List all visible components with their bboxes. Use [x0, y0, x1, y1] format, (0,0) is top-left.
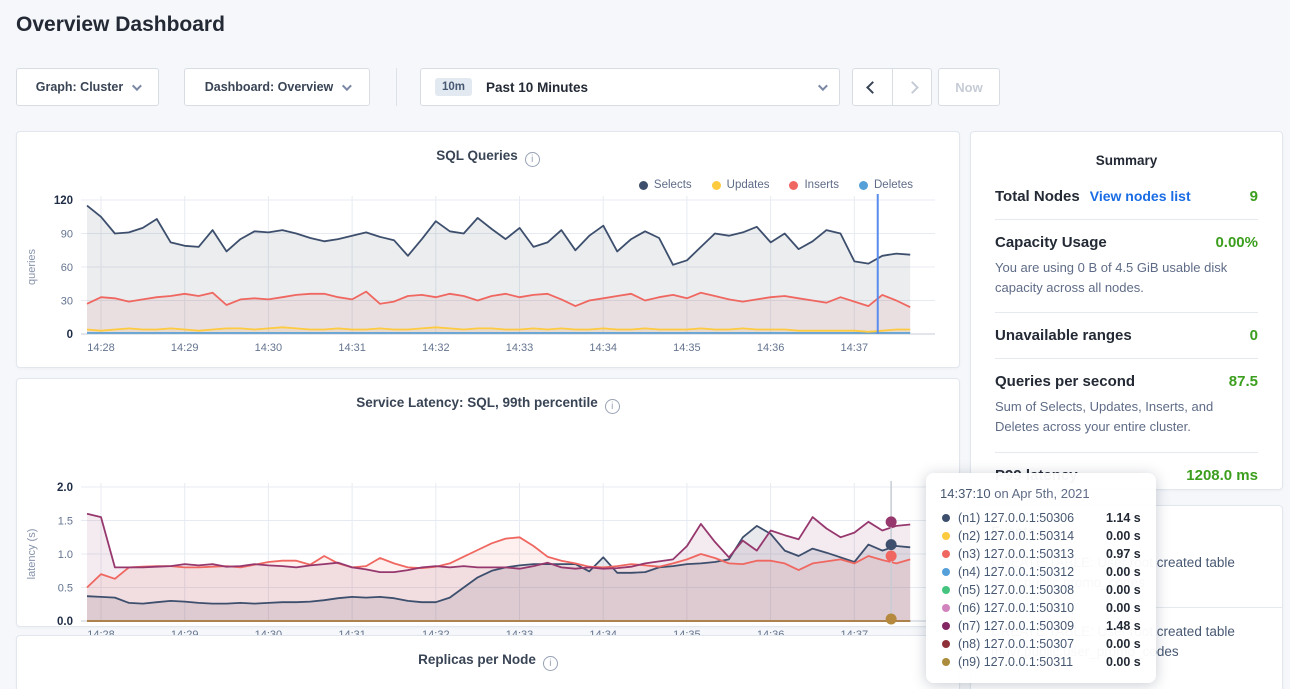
svg-text:14:32: 14:32	[422, 342, 450, 354]
page-title: Overview Dashboard	[16, 13, 225, 37]
service-latency-panel: Service Latency: SQL, 99th percentilei 1…	[16, 378, 960, 627]
total-nodes-label: Total Nodes	[995, 188, 1080, 205]
graph-scope-dropdown[interactable]: Graph: Cluster	[16, 68, 159, 106]
node-color-dot-icon	[942, 604, 950, 612]
sql-queries-panel: SQL Queriesi Selects Updates Inserts Del…	[16, 131, 960, 368]
time-nav-group	[852, 68, 932, 106]
svg-text:14:28: 14:28	[87, 342, 115, 354]
svg-text:1.5: 1.5	[58, 516, 73, 528]
toolbar-divider	[396, 68, 397, 106]
chevron-down-icon	[342, 81, 352, 91]
tooltip-row: (n7) 127.0.0.1:503091.48 s	[940, 617, 1142, 635]
svg-text:14:29: 14:29	[171, 342, 199, 354]
view-nodes-list-link[interactable]: View nodes list	[1090, 188, 1191, 204]
svg-text:14:33: 14:33	[506, 342, 534, 354]
time-range-dropdown[interactable]: 10m Past 10 Minutes	[420, 68, 840, 106]
unavailable-ranges-label: Unavailable ranges	[995, 327, 1132, 344]
time-range-badge: 10m	[435, 78, 472, 96]
svg-text:14:34: 14:34	[589, 342, 617, 354]
node-color-dot-icon	[942, 640, 950, 648]
capacity-usage-row: Capacity Usage 0.00%	[995, 234, 1258, 251]
service-latency-title: Service Latency: SQL, 99th percentilei	[17, 395, 959, 414]
svg-text:120: 120	[54, 195, 73, 207]
tooltip-timestamp: 14:37:10 on Apr 5th, 2021	[940, 486, 1142, 501]
unavailable-ranges-value: 0	[1250, 327, 1258, 344]
node-color-dot-icon	[942, 514, 950, 522]
node-color-dot-icon	[942, 658, 950, 666]
svg-text:14:31: 14:31	[338, 342, 366, 354]
replicas-per-node-panel: Replicas per Nodei	[16, 635, 960, 689]
queries-per-second-value: 87.5	[1229, 373, 1258, 390]
summary-panel: Summary Total Nodes View nodes list 9 Ca…	[970, 131, 1283, 490]
node-color-dot-icon	[942, 622, 950, 630]
chevron-down-icon	[132, 81, 142, 91]
divider	[995, 358, 1258, 359]
dashboard-dropdown[interactable]: Dashboard: Overview	[184, 68, 370, 106]
tooltip-row: (n9) 127.0.0.1:503110.00 s	[940, 653, 1142, 671]
svg-text:latency (s): latency (s)	[26, 529, 38, 580]
tooltip-row: (n6) 127.0.0.1:503100.00 s	[940, 599, 1142, 617]
svg-text:2.0: 2.0	[57, 482, 73, 494]
node-color-dot-icon	[942, 532, 950, 540]
service-latency-chart[interactable]: 14:2814:2914:3014:3114:3214:3314:3414:35…	[17, 419, 961, 668]
tooltip-row: (n8) 127.0.0.1:503070.00 s	[940, 635, 1142, 653]
node-color-dot-icon	[942, 550, 950, 558]
svg-text:90: 90	[61, 229, 73, 241]
info-icon[interactable]: i	[605, 399, 620, 414]
tooltip-row: (n5) 127.0.0.1:503080.00 s	[940, 581, 1142, 599]
unavailable-ranges-row: Unavailable ranges 0	[995, 327, 1258, 344]
node-color-dot-icon	[942, 586, 950, 594]
now-button[interactable]: Now	[938, 68, 1000, 106]
p99-latency-value: 1208.0 ms	[1186, 467, 1258, 484]
graph-scope-label: Graph: Cluster	[36, 80, 124, 94]
tooltip-row: (n2) 127.0.0.1:503140.00 s	[940, 527, 1142, 545]
info-icon[interactable]: i	[543, 656, 558, 671]
capacity-usage-label: Capacity Usage	[995, 234, 1107, 251]
capacity-usage-description: You are using 0 B of 4.5 GiB usable disk…	[995, 258, 1258, 298]
chevron-left-icon	[866, 81, 879, 94]
chevron-right-icon	[906, 81, 919, 94]
divider	[995, 452, 1258, 453]
svg-text:14:36: 14:36	[757, 342, 785, 354]
dashboard-label: Dashboard: Overview	[205, 80, 334, 94]
svg-text:14:30: 14:30	[255, 342, 283, 354]
divider	[995, 312, 1258, 313]
chart-hover-tooltip: 14:37:10 on Apr 5th, 2021 (n1) 127.0.0.1…	[926, 473, 1156, 683]
tooltip-row: (n3) 127.0.0.1:503130.97 s	[940, 545, 1142, 563]
replicas-per-node-title: Replicas per Nodei	[17, 652, 959, 671]
svg-text:30: 30	[61, 296, 73, 308]
queries-per-second-label: Queries per second	[995, 373, 1135, 390]
tooltip-row: (n4) 127.0.0.1:503120.00 s	[940, 563, 1142, 581]
svg-text:60: 60	[61, 262, 73, 274]
svg-text:0.0: 0.0	[57, 616, 73, 628]
time-range-label: Past 10 Minutes	[486, 80, 818, 95]
queries-per-second-description: Sum of Selects, Updates, Inserts, and De…	[995, 397, 1258, 437]
svg-text:queries: queries	[26, 248, 38, 285]
svg-text:14:37: 14:37	[841, 342, 869, 354]
summary-title: Summary	[971, 132, 1282, 168]
queries-per-second-row: Queries per second 87.5	[995, 373, 1258, 390]
capacity-usage-value: 0.00%	[1215, 234, 1258, 251]
total-nodes-row: Total Nodes View nodes list 9	[995, 188, 1258, 205]
svg-text:0: 0	[67, 329, 73, 341]
svg-text:1.0: 1.0	[58, 549, 73, 561]
svg-text:14:35: 14:35	[673, 342, 701, 354]
sql-queries-chart[interactable]: 14:28 14:29 14:30 14:31 14:32 14:33 14:34 14:35…	[17, 132, 961, 369]
chevron-down-icon	[818, 81, 828, 91]
time-prev-button[interactable]	[853, 69, 892, 105]
svg-text:0.5: 0.5	[58, 583, 73, 595]
node-color-dot-icon	[942, 568, 950, 576]
divider	[995, 219, 1258, 220]
total-nodes-value: 9	[1250, 188, 1258, 205]
time-next-button[interactable]	[892, 69, 931, 105]
tooltip-row: (n1) 127.0.0.1:503061.14 s	[940, 509, 1142, 527]
